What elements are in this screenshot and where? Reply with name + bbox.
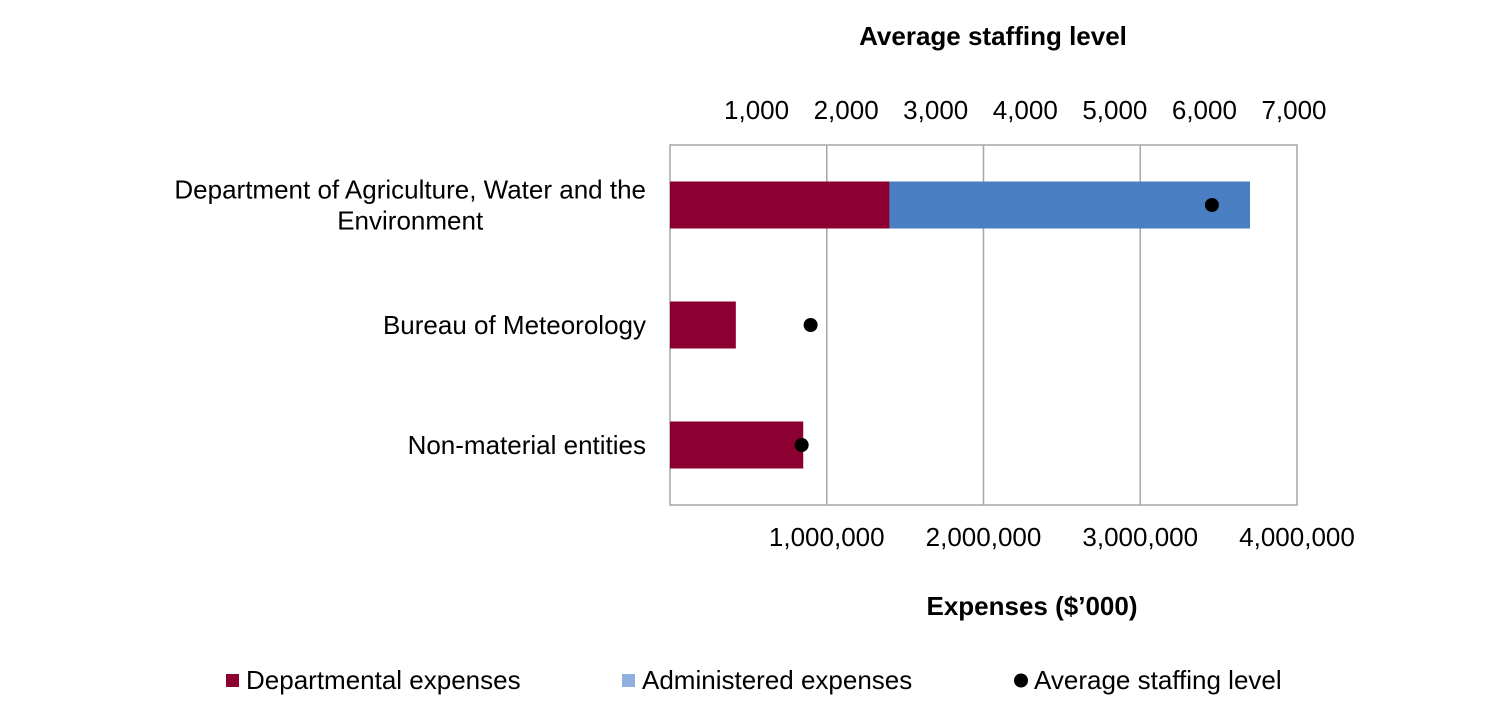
staffing-dot [803, 318, 818, 332]
category-label: Department of Agriculture, Water and the [174, 175, 646, 205]
category-label: Non-material entities [408, 430, 646, 460]
bottom-tick-label: 1,000,000 [769, 522, 885, 552]
legend-label: Administered expenses [642, 665, 912, 695]
bottom-tick-label: 3,000,000 [1082, 522, 1198, 552]
top-tick-label: 7,000 [1261, 95, 1326, 125]
staffing-dot [794, 438, 809, 452]
bottom-axis-ticks: 1,000,000 2,000,000 3,000,000 4,000,000 [769, 522, 1355, 552]
top-tick-label: 2,000 [814, 95, 879, 125]
bar-departmental [670, 181, 890, 229]
top-tick-label: 5,000 [1082, 95, 1147, 125]
bar-administered [889, 181, 1250, 229]
bottom-tick-label: 4,000,000 [1239, 522, 1355, 552]
top-axis-ticks: 1,000 2,000 3,000 4,000 5,000 6,000 7,000 [724, 95, 1327, 125]
top-tick-label: 1,000 [724, 95, 789, 125]
legend-marker [1014, 673, 1028, 688]
category-label-line: Environment [337, 206, 484, 236]
bottom-tick-label: 2,000,000 [926, 522, 1042, 552]
top-axis-title: Average staffing level [859, 21, 1127, 51]
top-tick-label: 3,000 [903, 95, 968, 125]
staffing-dot [1204, 198, 1219, 212]
legend: Departmental expenses Administered expens… [226, 665, 1282, 695]
legend-marker [226, 674, 239, 687]
category-label: Bureau of Meteorology [383, 310, 646, 340]
top-tick-label: 4,000 [993, 95, 1058, 125]
bar-departmental [670, 421, 804, 469]
legend-label: Departmental expenses [246, 665, 521, 695]
bottom-axis-title: Expenses ($’000) [926, 591, 1137, 621]
legend-marker [622, 674, 635, 687]
bars-layer [670, 181, 1250, 469]
category-labels: Department of Agriculture, Water and the… [174, 175, 646, 461]
bar-departmental [670, 301, 736, 349]
dots-layer [794, 198, 1219, 452]
top-tick-label: 6,000 [1172, 95, 1237, 125]
legend-label: Average staffing level [1034, 665, 1282, 695]
